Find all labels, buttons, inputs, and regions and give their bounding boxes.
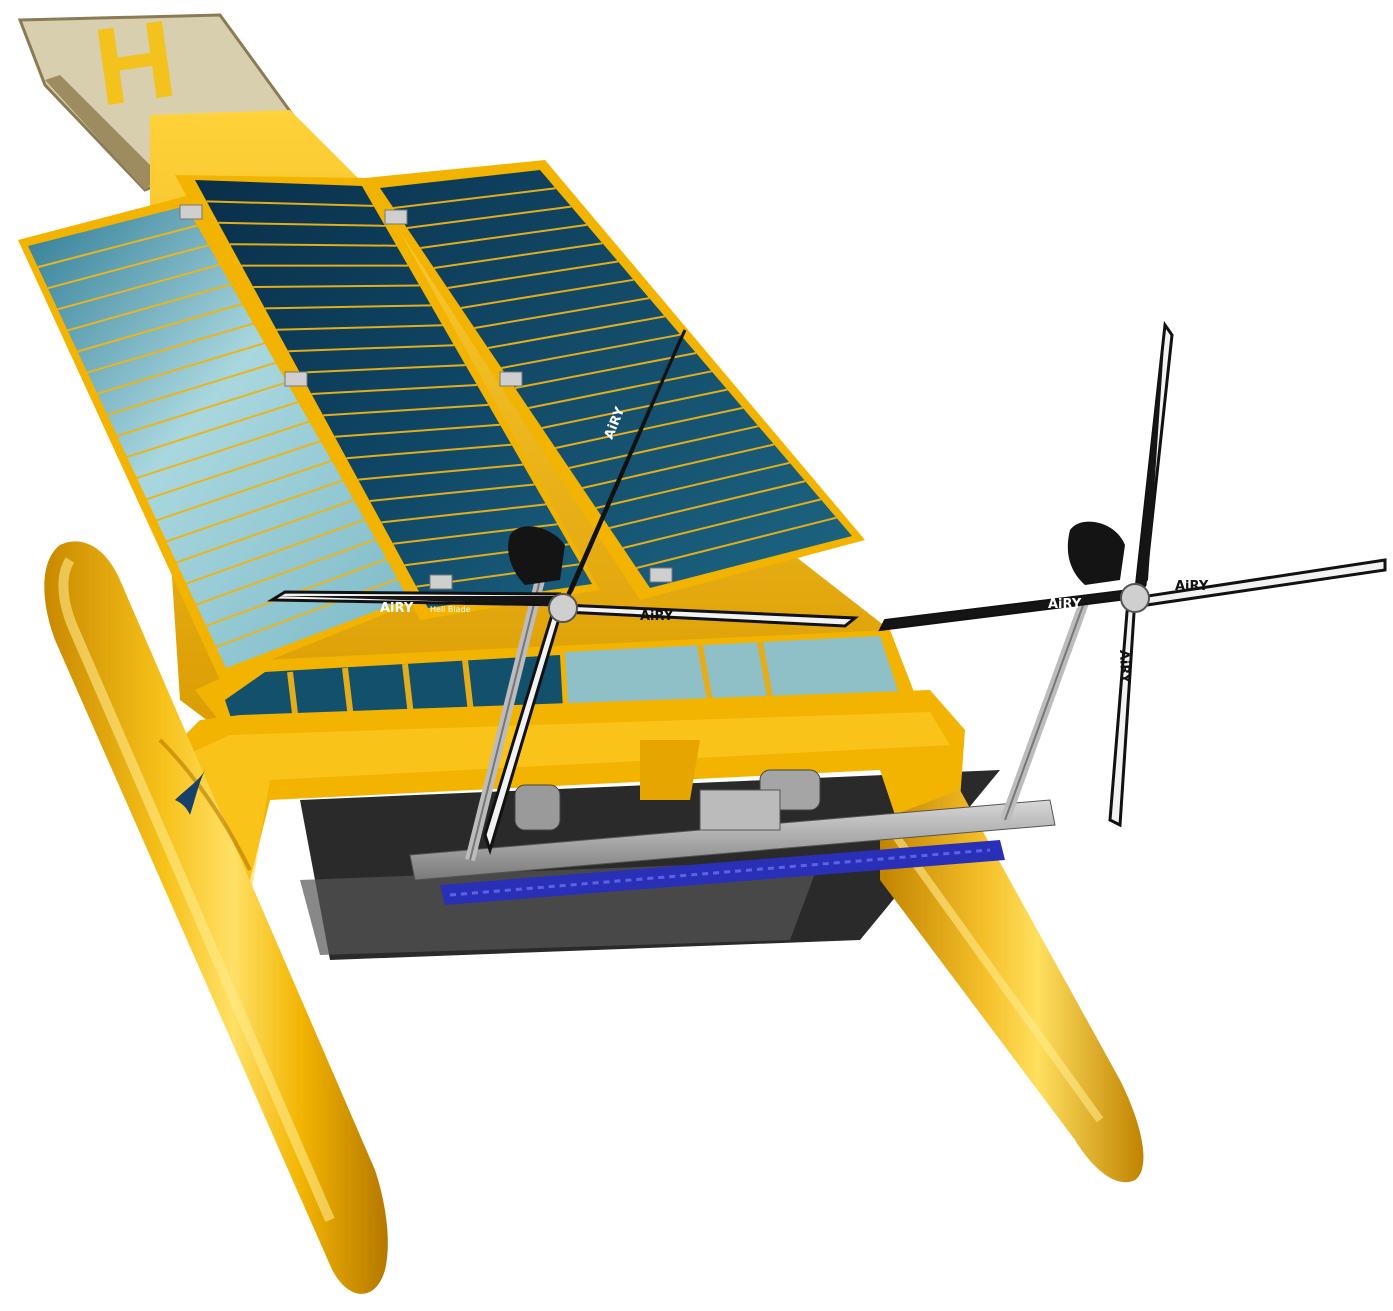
right-pontoon — [880, 790, 1144, 1183]
solar-wing-right — [365, 160, 865, 600]
solar-cell-divider — [276, 324, 443, 331]
wind-turbine-right: AiRY AiRY AiRY — [878, 320, 1387, 828]
left-pontoon — [44, 541, 388, 1294]
solar-cell-divider — [37, 224, 198, 269]
solar-cell-divider — [420, 223, 587, 249]
solar-cell-divider — [346, 443, 512, 460]
solar-cell-divider — [447, 260, 619, 289]
panel-hinges — [179, 204, 673, 590]
solar-cell-divider — [195, 538, 377, 606]
blade-tagline-left-a: Heli Blade — [430, 605, 471, 614]
blade-brand-right-a: AiRY — [1048, 597, 1082, 612]
solar-cell-divider — [555, 406, 744, 449]
solar-cell-divider — [253, 284, 420, 288]
solar-cell-divider — [299, 364, 466, 374]
blade-brand-left-b: AiRY — [640, 609, 674, 624]
solar-cell-divider — [166, 479, 344, 543]
solar-cell-divider — [176, 499, 355, 564]
solar-cell-divider — [47, 244, 209, 290]
blade-brand-left-a: AiRY — [380, 601, 414, 616]
solar-cell-divider — [636, 516, 837, 569]
solar-cell-divider — [609, 480, 806, 529]
hull-frame — [160, 690, 965, 900]
solar-cell-divider — [433, 242, 603, 269]
solar-cell-divider — [264, 304, 432, 310]
solar-wing-center — [175, 175, 600, 620]
solar-cell-divider — [116, 381, 288, 437]
solar-cell-divider — [215, 577, 400, 648]
solar-cell-divider — [334, 423, 501, 438]
solar-cell-divider — [77, 303, 243, 353]
solar-cell-divider — [229, 243, 397, 247]
solar-cell-divider — [126, 401, 299, 458]
solar-cell-divider — [487, 315, 665, 349]
solar-cell-divider — [146, 440, 321, 501]
solar-cell-divider — [186, 518, 366, 585]
bird-logo-icon — [175, 770, 205, 815]
solar-cell-divider — [582, 443, 775, 489]
solar-cell-divider — [57, 263, 220, 311]
solar-cell-divider — [474, 297, 650, 329]
solar-cell-divider — [97, 342, 265, 395]
helipad-letter: H — [87, 0, 183, 130]
motor-units — [514, 769, 821, 831]
solar-cell-divider — [311, 384, 478, 395]
solar-cell-divider — [541, 388, 728, 429]
wind-turbine-left: AiRY Heli Blade AiRY AiRY — [266, 329, 860, 862]
solar-cell-divider — [87, 322, 254, 374]
solar-cell-divider — [528, 370, 712, 409]
solar-cell-divider — [67, 283, 232, 332]
solar-cell-divider — [381, 503, 547, 524]
solar-cell-divider — [568, 425, 759, 469]
solar-cell-divider — [323, 403, 489, 417]
solar-cell-divider — [288, 344, 455, 353]
solar-cell-divider — [136, 420, 310, 480]
solar-cell-divider — [460, 278, 634, 309]
solar-cell-divider — [369, 483, 535, 502]
solar-cell-divider — [106, 361, 276, 416]
front-bumper-bar — [409, 799, 1056, 905]
solar-cell-divider — [218, 221, 386, 227]
solar-cell-divider — [206, 200, 374, 207]
solar-cell-divider — [156, 459, 332, 522]
solar-cell-divider — [358, 463, 524, 481]
solar-cell-divider — [393, 187, 556, 209]
blade-brand-right-b: AiRY — [1175, 579, 1209, 594]
solar-cell-divider — [595, 461, 790, 509]
solar-cell-divider — [501, 333, 681, 369]
blade-brand-right-c: AiRY — [1116, 650, 1132, 684]
solar-cell-divider — [406, 205, 572, 229]
solar-cell-divider — [622, 498, 822, 549]
solar-cell-divider — [514, 352, 697, 389]
solar-wing-left — [18, 195, 420, 680]
